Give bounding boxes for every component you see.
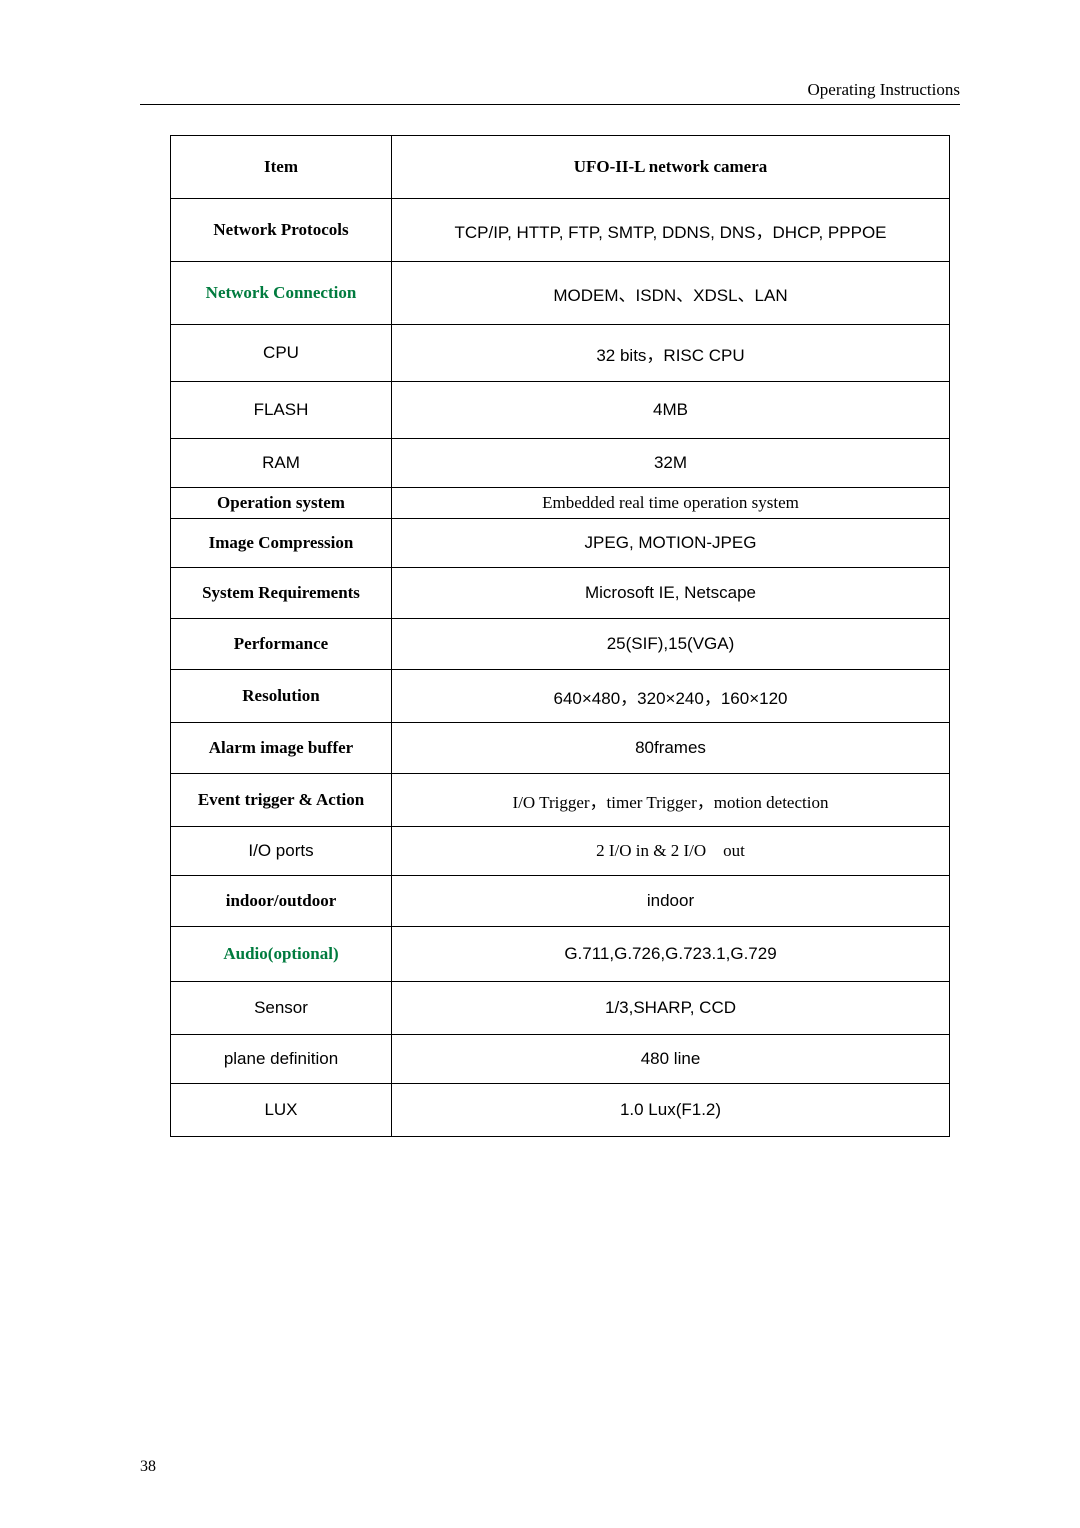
row-value: I/O Trigger，timer Trigger，motion detecti…: [392, 774, 950, 827]
table-row: CPU32 bits，RISC CPU: [171, 325, 950, 382]
row-value: 480 line: [392, 1035, 950, 1084]
spec-table: Item UFO-II-L network camera Network Pro…: [170, 135, 950, 1137]
table-row: Resolution640×480，320×240，160×120: [171, 670, 950, 723]
row-label: I/O ports: [171, 827, 392, 876]
row-label: indoor/outdoor: [171, 876, 392, 927]
row-value: 32M: [392, 439, 950, 488]
row-label: Resolution: [171, 670, 392, 723]
row-value: MODEM、ISDN、XDSL、LAN: [392, 262, 950, 325]
table-row: Sensor1/3,SHARP, CCD: [171, 982, 950, 1035]
table-row: FLASH4MB: [171, 382, 950, 439]
running-head: Operating Instructions: [140, 80, 960, 105]
row-value: indoor: [392, 876, 950, 927]
table-row: Performance25(SIF),15(VGA): [171, 619, 950, 670]
row-label: Image Compression: [171, 519, 392, 568]
row-label: LUX: [171, 1084, 392, 1137]
row-value: 32 bits，RISC CPU: [392, 325, 950, 382]
row-label: RAM: [171, 439, 392, 488]
row-label: Network Connection: [171, 262, 392, 325]
spec-rows-body: Network ProtocolsTCP/IP, HTTP, FTP, SMTP…: [171, 199, 950, 1137]
table-row: indoor/outdoorindoor: [171, 876, 950, 927]
table-row: I/O ports2 I/O in & 2 I/O out: [171, 827, 950, 876]
row-value: 640×480，320×240，160×120: [392, 670, 950, 723]
row-label: FLASH: [171, 382, 392, 439]
row-label: Operation system: [171, 488, 392, 519]
row-value: 80frames: [392, 723, 950, 774]
row-label: plane definition: [171, 1035, 392, 1084]
table-row: Event trigger & ActionI/O Trigger，timer …: [171, 774, 950, 827]
table-row: RAM32M: [171, 439, 950, 488]
row-label: Sensor: [171, 982, 392, 1035]
row-value: TCP/IP, HTTP, FTP, SMTP, DDNS, DNS，DHCP,…: [392, 199, 950, 262]
row-value: 2 I/O in & 2 I/O out: [392, 827, 950, 876]
table-row: Network ConnectionMODEM、ISDN、XDSL、LAN: [171, 262, 950, 325]
row-value: Embedded real time operation system: [392, 488, 950, 519]
table-row: System RequirementsMicrosoft IE, Netscap…: [171, 568, 950, 619]
row-label: CPU: [171, 325, 392, 382]
row-label: Audio(optional): [171, 927, 392, 982]
table-row: Operation systemEmbedded real time opera…: [171, 488, 950, 519]
row-value: 25(SIF),15(VGA): [392, 619, 950, 670]
header-item-label: Item: [171, 136, 392, 199]
table-row: Network ProtocolsTCP/IP, HTTP, FTP, SMTP…: [171, 199, 950, 262]
table-row: Audio(optional)G.711,G.726,G.723.1,G.729: [171, 927, 950, 982]
page-number: 38: [140, 1458, 156, 1476]
document-page: Operating Instructions Item UFO-II-L net…: [0, 0, 1080, 1528]
row-value: 1/3,SHARP, CCD: [392, 982, 950, 1035]
table-row: LUX1.0 Lux(F1.2): [171, 1084, 950, 1137]
running-head-text: Operating Instructions: [808, 80, 961, 99]
row-value: Microsoft IE, Netscape: [392, 568, 950, 619]
row-label: Performance: [171, 619, 392, 670]
table-row: plane definition480 line: [171, 1035, 950, 1084]
row-value: JPEG, MOTION-JPEG: [392, 519, 950, 568]
row-label: Alarm image buffer: [171, 723, 392, 774]
row-label: System Requirements: [171, 568, 392, 619]
table-row: Image CompressionJPEG, MOTION-JPEG: [171, 519, 950, 568]
row-value: G.711,G.726,G.723.1,G.729: [392, 927, 950, 982]
table-header-row: Item UFO-II-L network camera: [171, 136, 950, 199]
row-value: 4MB: [392, 382, 950, 439]
table-row: Alarm image buffer80frames: [171, 723, 950, 774]
row-value: 1.0 Lux(F1.2): [392, 1084, 950, 1137]
header-item-value: UFO-II-L network camera: [392, 136, 950, 199]
row-label: Network Protocols: [171, 199, 392, 262]
row-label: Event trigger & Action: [171, 774, 392, 827]
